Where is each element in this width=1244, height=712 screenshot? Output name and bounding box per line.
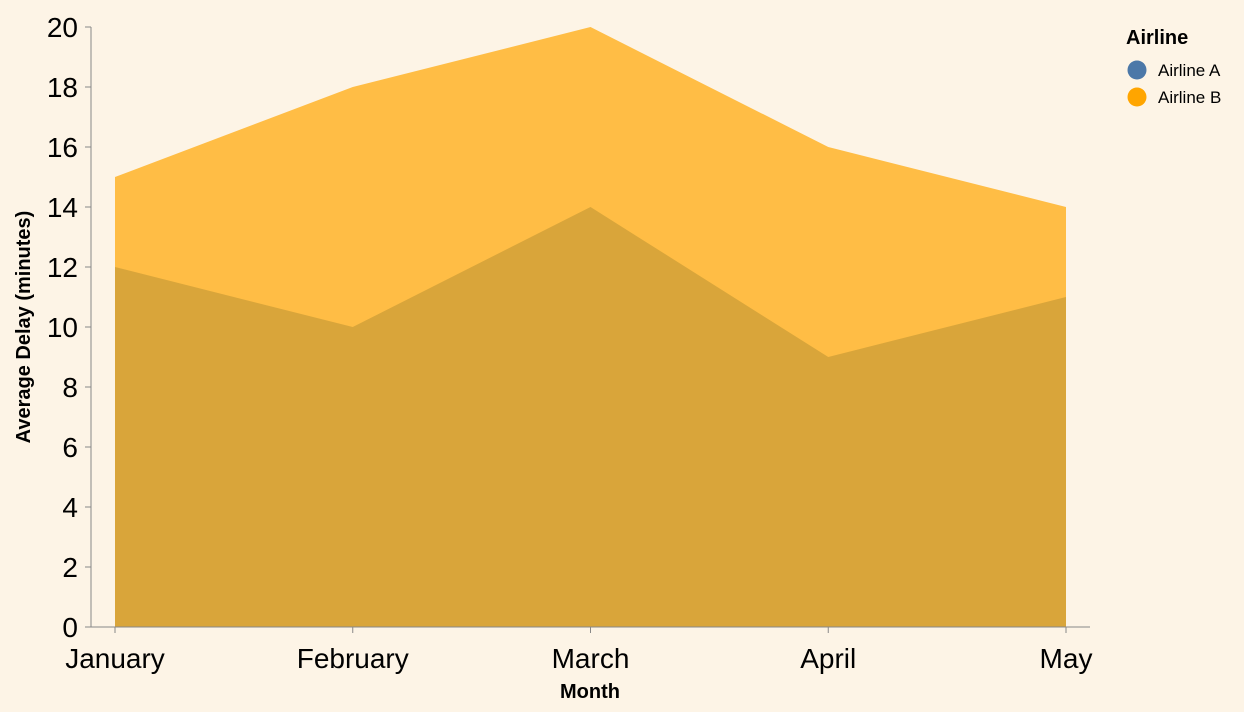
area-layer — [115, 27, 1066, 627]
x-axis: January February March April May — [65, 626, 1093, 674]
y-axis: 0 2 4 6 8 10 12 14 16 18 20 — [47, 12, 92, 643]
y-tick-label: 2 — [62, 552, 78, 583]
x-axis-title: Month — [560, 681, 620, 703]
legend-swatch-airline-a — [1127, 60, 1147, 80]
y-tick-label: 0 — [62, 612, 78, 643]
legend-label: Airline B — [1158, 88, 1221, 107]
y-tick-label: 12 — [47, 252, 78, 283]
legend-title: Airline — [1126, 27, 1188, 49]
y-tick-label: 20 — [47, 12, 78, 43]
x-tick-label: January — [65, 643, 165, 674]
y-tick-label: 6 — [62, 432, 78, 463]
x-tick-label: April — [800, 643, 856, 674]
y-tick-label: 16 — [47, 132, 78, 163]
legend: Airline Airline A Airline B — [1126, 27, 1221, 107]
y-tick-label: 18 — [47, 72, 78, 103]
y-tick-label: 8 — [62, 372, 78, 403]
y-tick-label: 10 — [47, 312, 78, 343]
legend-label: Airline A — [1158, 61, 1221, 80]
y-tick-label: 14 — [47, 192, 78, 223]
y-tick-label: 4 — [62, 492, 78, 523]
x-tick-label: February — [297, 643, 409, 674]
area-airline-a — [115, 207, 1066, 627]
x-tick-label: March — [552, 643, 630, 674]
x-tick-label: May — [1040, 643, 1093, 674]
legend-swatch-airline-b — [1127, 87, 1147, 107]
y-axis-title: Average Delay (minutes) — [13, 211, 35, 444]
